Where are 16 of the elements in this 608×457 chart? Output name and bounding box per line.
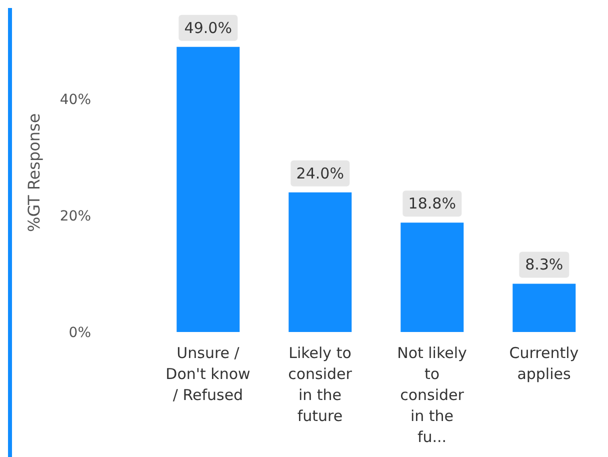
x-tick-label: Not likely to consider in the fu... — [397, 344, 468, 446]
x-tick-label: Likely to consider in the future — [288, 344, 353, 425]
y-axis-title: %GT Response — [24, 113, 44, 232]
y-tick-label: 40% — [60, 92, 91, 108]
y-tick-label: 0% — [68, 324, 91, 341]
x-tick-label: Unsure / Don't know / Refused — [166, 344, 250, 404]
data-label: 18.8% — [408, 194, 456, 213]
x-tick-label: Currently applies — [509, 344, 579, 383]
data-label: 8.3% — [525, 256, 564, 274]
bar — [288, 192, 352, 332]
data-label: 49.0% — [184, 18, 232, 37]
data-label: 24.0% — [296, 164, 344, 182]
bar — [512, 284, 576, 332]
bar — [176, 46, 240, 332]
bar — [400, 222, 464, 332]
y-tick-label: 20% — [60, 208, 91, 225]
